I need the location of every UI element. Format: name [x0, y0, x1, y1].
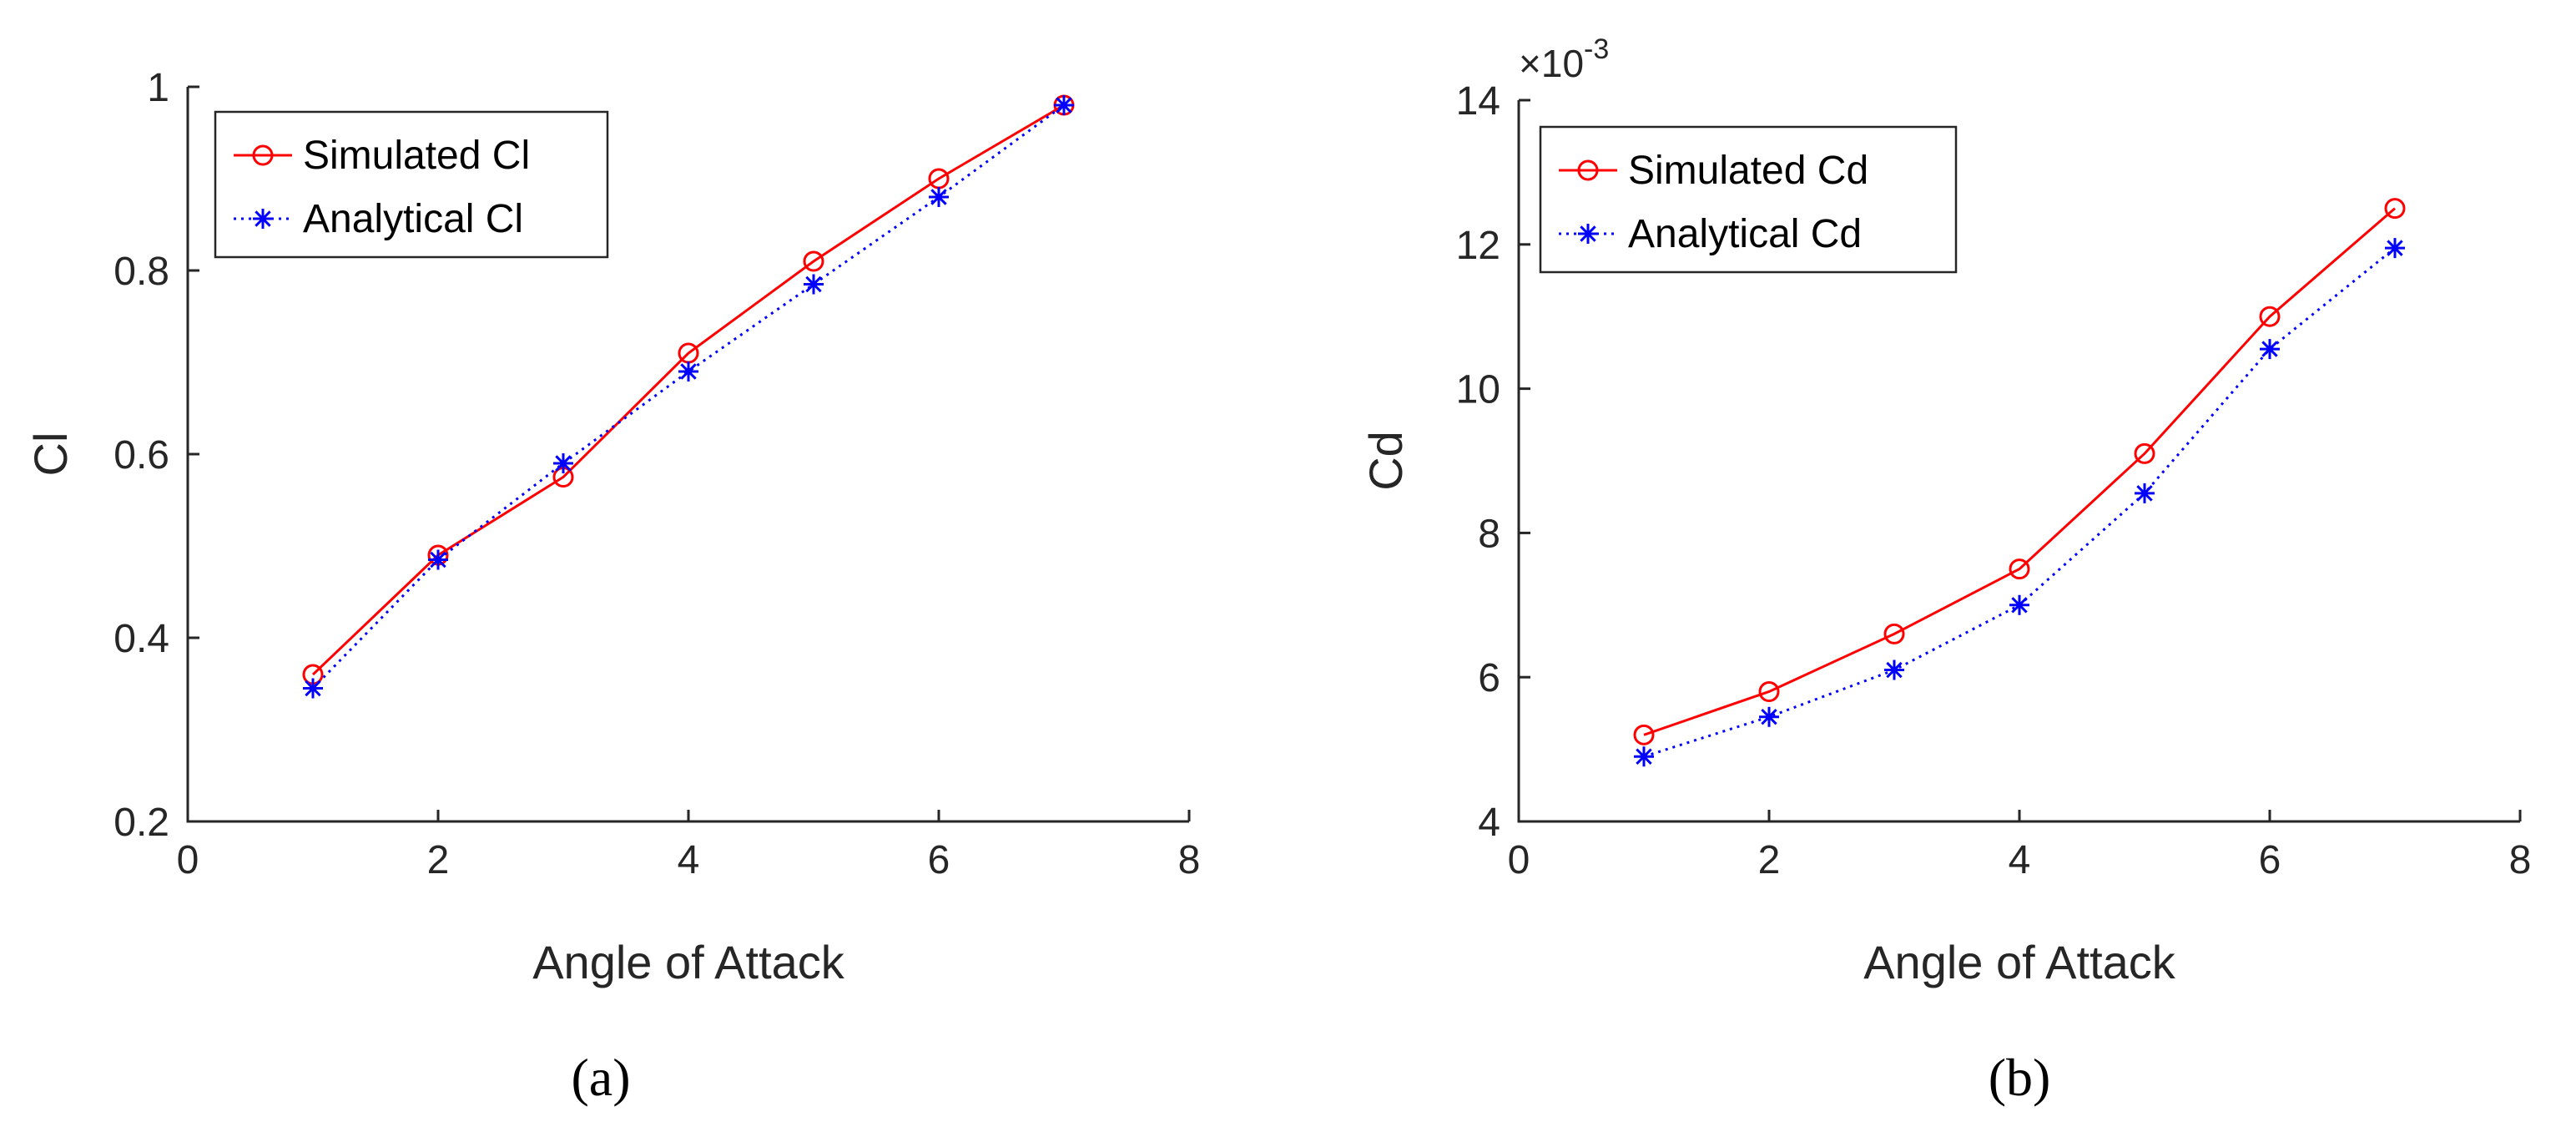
legend-a: Simulated Cl Analytical Cl — [214, 110, 609, 259]
ticks-a: 0 2 4 6 8 0.2 0.4 0.6 0.8 1 — [113, 66, 1200, 882]
exponent-value: -3 — [1584, 33, 1609, 65]
point-a-1-1 — [428, 549, 448, 570]
point-a-1-0 — [303, 678, 323, 699]
point-b-1-5-strokes — [2260, 339, 2280, 360]
y-tick-label-b-4: 12 — [1456, 224, 1500, 268]
legend-marker-simulated-cd — [1577, 159, 1599, 181]
x-tick-label-b-2: 4 — [2009, 838, 2031, 882]
point-b-1-5 — [2260, 339, 2280, 360]
point-b-1-2-strokes — [1884, 659, 1904, 680]
y-tick-label-a-4: 1 — [147, 66, 169, 110]
point-a-0-4 — [803, 250, 824, 272]
point-a-1-2-strokes — [553, 453, 573, 473]
y-tick-label-b-1: 6 — [1478, 656, 1500, 700]
legend-label-simulated-cd: Simulated Cd — [1628, 149, 1868, 193]
chart-panel-a: 0 2 4 6 8 0.2 0.4 0.6 0.8 1 Angle of Attack Cl Si… — [24, 66, 1200, 988]
point-a-1-3-strokes — [678, 361, 698, 382]
panel-label-a: (a) — [571, 1048, 630, 1107]
y-axis-exponent-label: ×10-3 — [1519, 33, 1609, 85]
point-b-1-4-strokes — [2135, 483, 2155, 503]
series-a-1 — [303, 95, 1074, 699]
point-a-1-2 — [553, 453, 573, 473]
y-tick-label-a-1: 0.4 — [113, 617, 169, 661]
point-b-0-3 — [2009, 558, 2030, 580]
point-a-1-3 — [678, 361, 698, 382]
point-b-1-6 — [2385, 238, 2405, 259]
ticks-b: 0 2 4 6 8 4 6 8 10 12 14 — [1456, 79, 2532, 882]
legend-marker-analytical-cl — [253, 209, 273, 229]
point-b-0-5 — [2259, 306, 2281, 327]
y-tick-label-b-5: 14 — [1456, 79, 1500, 124]
point-a-1-4-strokes — [804, 274, 824, 295]
x-tick-label-a-1: 2 — [427, 838, 450, 882]
x-tick-label-a-4: 8 — [1178, 838, 1201, 882]
legend-label-simulated-cl: Simulated Cl — [303, 134, 530, 178]
plot-marks-a — [302, 94, 1075, 699]
legend-marker-analytical-cd-glyph-strokes — [1578, 224, 1598, 244]
point-b-1-6-strokes — [2385, 238, 2405, 259]
series-b-0 — [1633, 198, 2406, 745]
legend-marker-simulated-cl — [252, 144, 274, 166]
point-a-1-6 — [1054, 95, 1074, 115]
point-b-1-3 — [2009, 594, 2029, 615]
point-b-1-0 — [1634, 746, 1654, 767]
legend-box-a — [214, 110, 609, 259]
x-tick-label-b-0: 0 — [1508, 838, 1530, 882]
point-b-1-0-strokes — [1634, 746, 1654, 767]
x-tick-label-b-3: 6 — [2259, 838, 2281, 882]
point-b-1-2 — [1884, 659, 1904, 680]
point-b-1-4 — [2135, 483, 2155, 503]
point-b-1-1 — [1759, 706, 1779, 727]
x-tick-label-b-1: 2 — [1758, 838, 1781, 882]
point-b-0-4 — [2134, 442, 2155, 464]
y-axis-label-b: Cd — [1359, 431, 1412, 491]
y-tick-label-b-2: 8 — [1478, 512, 1500, 556]
legend-box-b — [1539, 125, 1958, 274]
legend-label-analytical-cl: Analytical Cl — [303, 197, 523, 241]
exponent-base: ×10 — [1519, 42, 1584, 85]
y-tick-label-a-2: 0.6 — [113, 433, 169, 478]
plot-marks-b — [1633, 198, 2406, 767]
legend-marker-analytical-cl-glyph — [253, 209, 273, 229]
y-tick-label-a-0: 0.2 — [113, 801, 169, 845]
legend-b: Simulated Cd Analytical Cd — [1539, 125, 1958, 274]
x-tick-label-b-4: 8 — [2509, 838, 2532, 882]
point-a-1-4 — [804, 274, 824, 295]
y-axis-label-a: Cl — [24, 432, 77, 477]
y-tick-label-b-0: 4 — [1478, 801, 1500, 845]
point-a-1-6-strokes — [1054, 95, 1074, 115]
legend-label-analytical-cd: Analytical Cd — [1628, 212, 1862, 256]
point-a-1-5-strokes — [929, 187, 949, 207]
panel-label-b: (b) — [1989, 1048, 2051, 1107]
point-a-1-0-strokes — [303, 678, 323, 699]
point-b-0-1 — [1758, 680, 1780, 702]
point-a-1-5 — [929, 187, 949, 207]
point-b-0-0 — [1633, 724, 1655, 745]
y-tick-label-b-3: 10 — [1456, 368, 1500, 412]
series-b-1 — [1634, 238, 2405, 767]
legend-marker-analytical-cl-glyph-strokes — [253, 209, 273, 229]
series-line-b-0 — [1643, 207, 2396, 736]
point-b-1-3-strokes — [2009, 594, 2029, 615]
point-b-0-6 — [2384, 198, 2406, 220]
point-b-1-1-strokes — [1759, 706, 1779, 727]
x-tick-label-a-2: 4 — [678, 838, 700, 882]
legend-marker-analytical-cd-glyph — [1578, 224, 1598, 244]
x-tick-label-a-0: 0 — [177, 838, 199, 882]
point-b-0-2 — [1883, 623, 1905, 644]
y-tick-label-a-3: 0.8 — [113, 250, 169, 294]
legend-marker-analytical-cd — [1578, 224, 1598, 244]
x-axis-label-b: Angle of Attack — [1863, 936, 2176, 988]
point-a-1-1-strokes — [428, 549, 448, 570]
x-tick-label-a-3: 6 — [928, 838, 950, 882]
x-axis-label-a: Angle of Attack — [532, 936, 845, 988]
